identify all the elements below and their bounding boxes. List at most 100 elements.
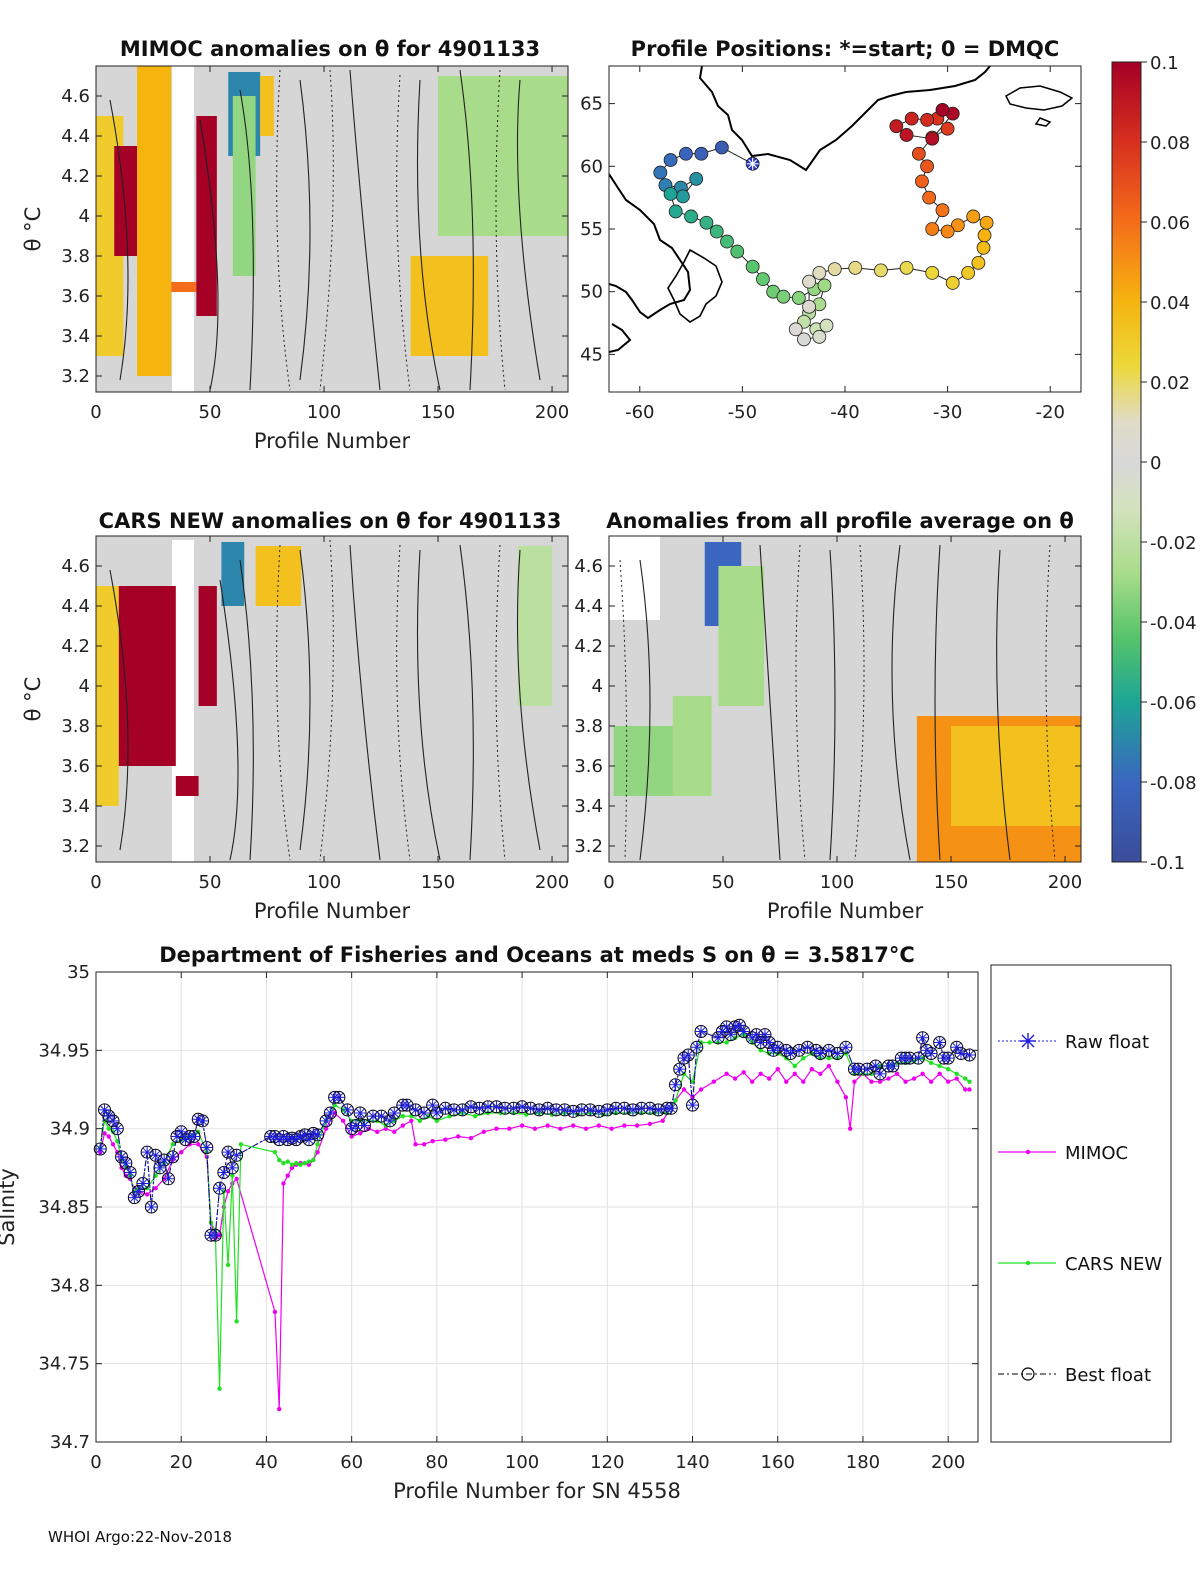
- data-point: [323, 1126, 329, 1131]
- data-point: [758, 1071, 763, 1077]
- track-point: [848, 260, 863, 275]
- data-point: [315, 1142, 320, 1147]
- track-point: [899, 260, 914, 275]
- y-tick-label: 55: [580, 219, 603, 240]
- data-point: [273, 1133, 286, 1146]
- data-point: [920, 1071, 925, 1077]
- y-tick-label: 4: [79, 206, 90, 227]
- data-point: [763, 1036, 776, 1049]
- data-point: [716, 1025, 729, 1038]
- anomaly-region: [137, 66, 172, 376]
- data-point: [767, 1044, 780, 1057]
- data-point: [298, 1162, 303, 1167]
- average-x-ticks: 0 50 100 150 200: [603, 536, 1082, 893]
- x-tick-label: 150: [421, 872, 455, 893]
- average-regions: [613, 542, 1081, 862]
- data-point: [119, 1157, 132, 1170]
- track-point: [802, 274, 816, 289]
- data-point: [468, 1135, 474, 1141]
- data-point: [652, 1103, 665, 1116]
- track-point: [679, 146, 693, 161]
- data-point: [110, 1142, 116, 1147]
- data-point: [340, 1118, 346, 1124]
- mimoc-contours: [109, 69, 541, 391]
- mimoc-y-ticks: 3.2 3.4 3.6 3.8 4 4.2 4.4 4.6: [61, 86, 568, 387]
- data-point: [268, 1130, 281, 1143]
- y-tick-label: 34.7: [50, 1432, 90, 1453]
- data-point: [128, 1191, 141, 1204]
- track-point: [819, 318, 834, 333]
- data-point: [226, 1161, 239, 1174]
- data-point: [835, 1079, 840, 1084]
- data-point: [571, 1123, 576, 1128]
- data-point: [746, 1031, 759, 1044]
- data-point: [281, 1181, 286, 1186]
- anomaly-region: [114, 146, 138, 256]
- x-tick-label: 200: [931, 1452, 965, 1473]
- data-point: [234, 1319, 239, 1324]
- data-point: [660, 1118, 665, 1124]
- data-point: [801, 1079, 806, 1084]
- track-point: [971, 255, 986, 270]
- start-star: [746, 157, 759, 170]
- data-point: [366, 1110, 379, 1123]
- data-point: [780, 1044, 793, 1057]
- data-point: [209, 1229, 222, 1242]
- data-point: [754, 1036, 767, 1049]
- data-point: [698, 1087, 704, 1092]
- data-point: [669, 1078, 682, 1091]
- data-point: [277, 1406, 282, 1412]
- data-point: [541, 1102, 554, 1115]
- track-point: [653, 165, 668, 180]
- float-track-points: [653, 102, 994, 347]
- colorbar-tick-label: -0.04: [1150, 613, 1197, 634]
- average-x-label: Profile Number: [767, 899, 924, 923]
- y-tick-label: 3.8: [61, 246, 90, 267]
- newfoundland-coastline: [667, 248, 723, 323]
- track-point: [812, 265, 827, 280]
- data-point: [626, 1103, 639, 1116]
- data-point: [886, 1076, 891, 1081]
- track-point: [945, 276, 960, 290]
- track-point: [663, 186, 678, 201]
- data-point: [596, 1123, 601, 1128]
- data-point: [750, 1028, 763, 1041]
- data-point: [869, 1079, 874, 1084]
- data-point: [447, 1103, 460, 1116]
- x-tick-label: 80: [425, 1452, 448, 1473]
- colorbar-ticks: 0.1 0.08 0.06 0.04 0.02 0 -0.02 -0.04 -0.06 -0.08…: [1141, 53, 1197, 874]
- data-point: [678, 1052, 690, 1065]
- data-point: [686, 1099, 699, 1112]
- legend-raw-float-label: Raw float: [1065, 1032, 1149, 1053]
- data-point: [550, 1103, 563, 1116]
- salinity-legend: Raw float MIMOC CARS NEW Best float: [990, 964, 1172, 1443]
- data-point: [349, 1119, 362, 1132]
- data-point: [409, 1118, 414, 1124]
- data-point: [822, 1044, 835, 1057]
- track-point: [675, 189, 690, 204]
- colorbar-tick-label: 0.1: [1150, 53, 1179, 74]
- cars-regions: [96, 542, 553, 806]
- track-point: [684, 209, 698, 224]
- salinity-series: [93, 1018, 976, 1412]
- data-point: [294, 1160, 299, 1166]
- data-point: [430, 1139, 435, 1144]
- track-point: [714, 140, 729, 155]
- data-point: [192, 1113, 205, 1126]
- data-point: [375, 1110, 388, 1123]
- legend-entry-raw-float: Raw float: [998, 1032, 1149, 1053]
- x-tick-label: -30: [933, 402, 962, 423]
- data-point: [290, 1133, 303, 1146]
- anomaly-colorbar: 0.1 0.08 0.06 0.04 0.02 0 -0.02 -0.04 -0.06 -0.08…: [1111, 53, 1197, 874]
- data-point: [111, 1122, 124, 1135]
- x-tick-label: 0: [90, 872, 101, 893]
- data-point: [188, 1130, 200, 1143]
- mimoc-axes-frame: [95, 65, 569, 393]
- data-point: [925, 1047, 938, 1060]
- data-point: [277, 1157, 282, 1163]
- data-point: [545, 1123, 550, 1128]
- track-point: [668, 204, 683, 219]
- cars-new-anomaly-panel: CARS NEW anomalies on θ for 4901133 0 50 1…: [21, 509, 569, 923]
- data-point: [682, 1049, 695, 1062]
